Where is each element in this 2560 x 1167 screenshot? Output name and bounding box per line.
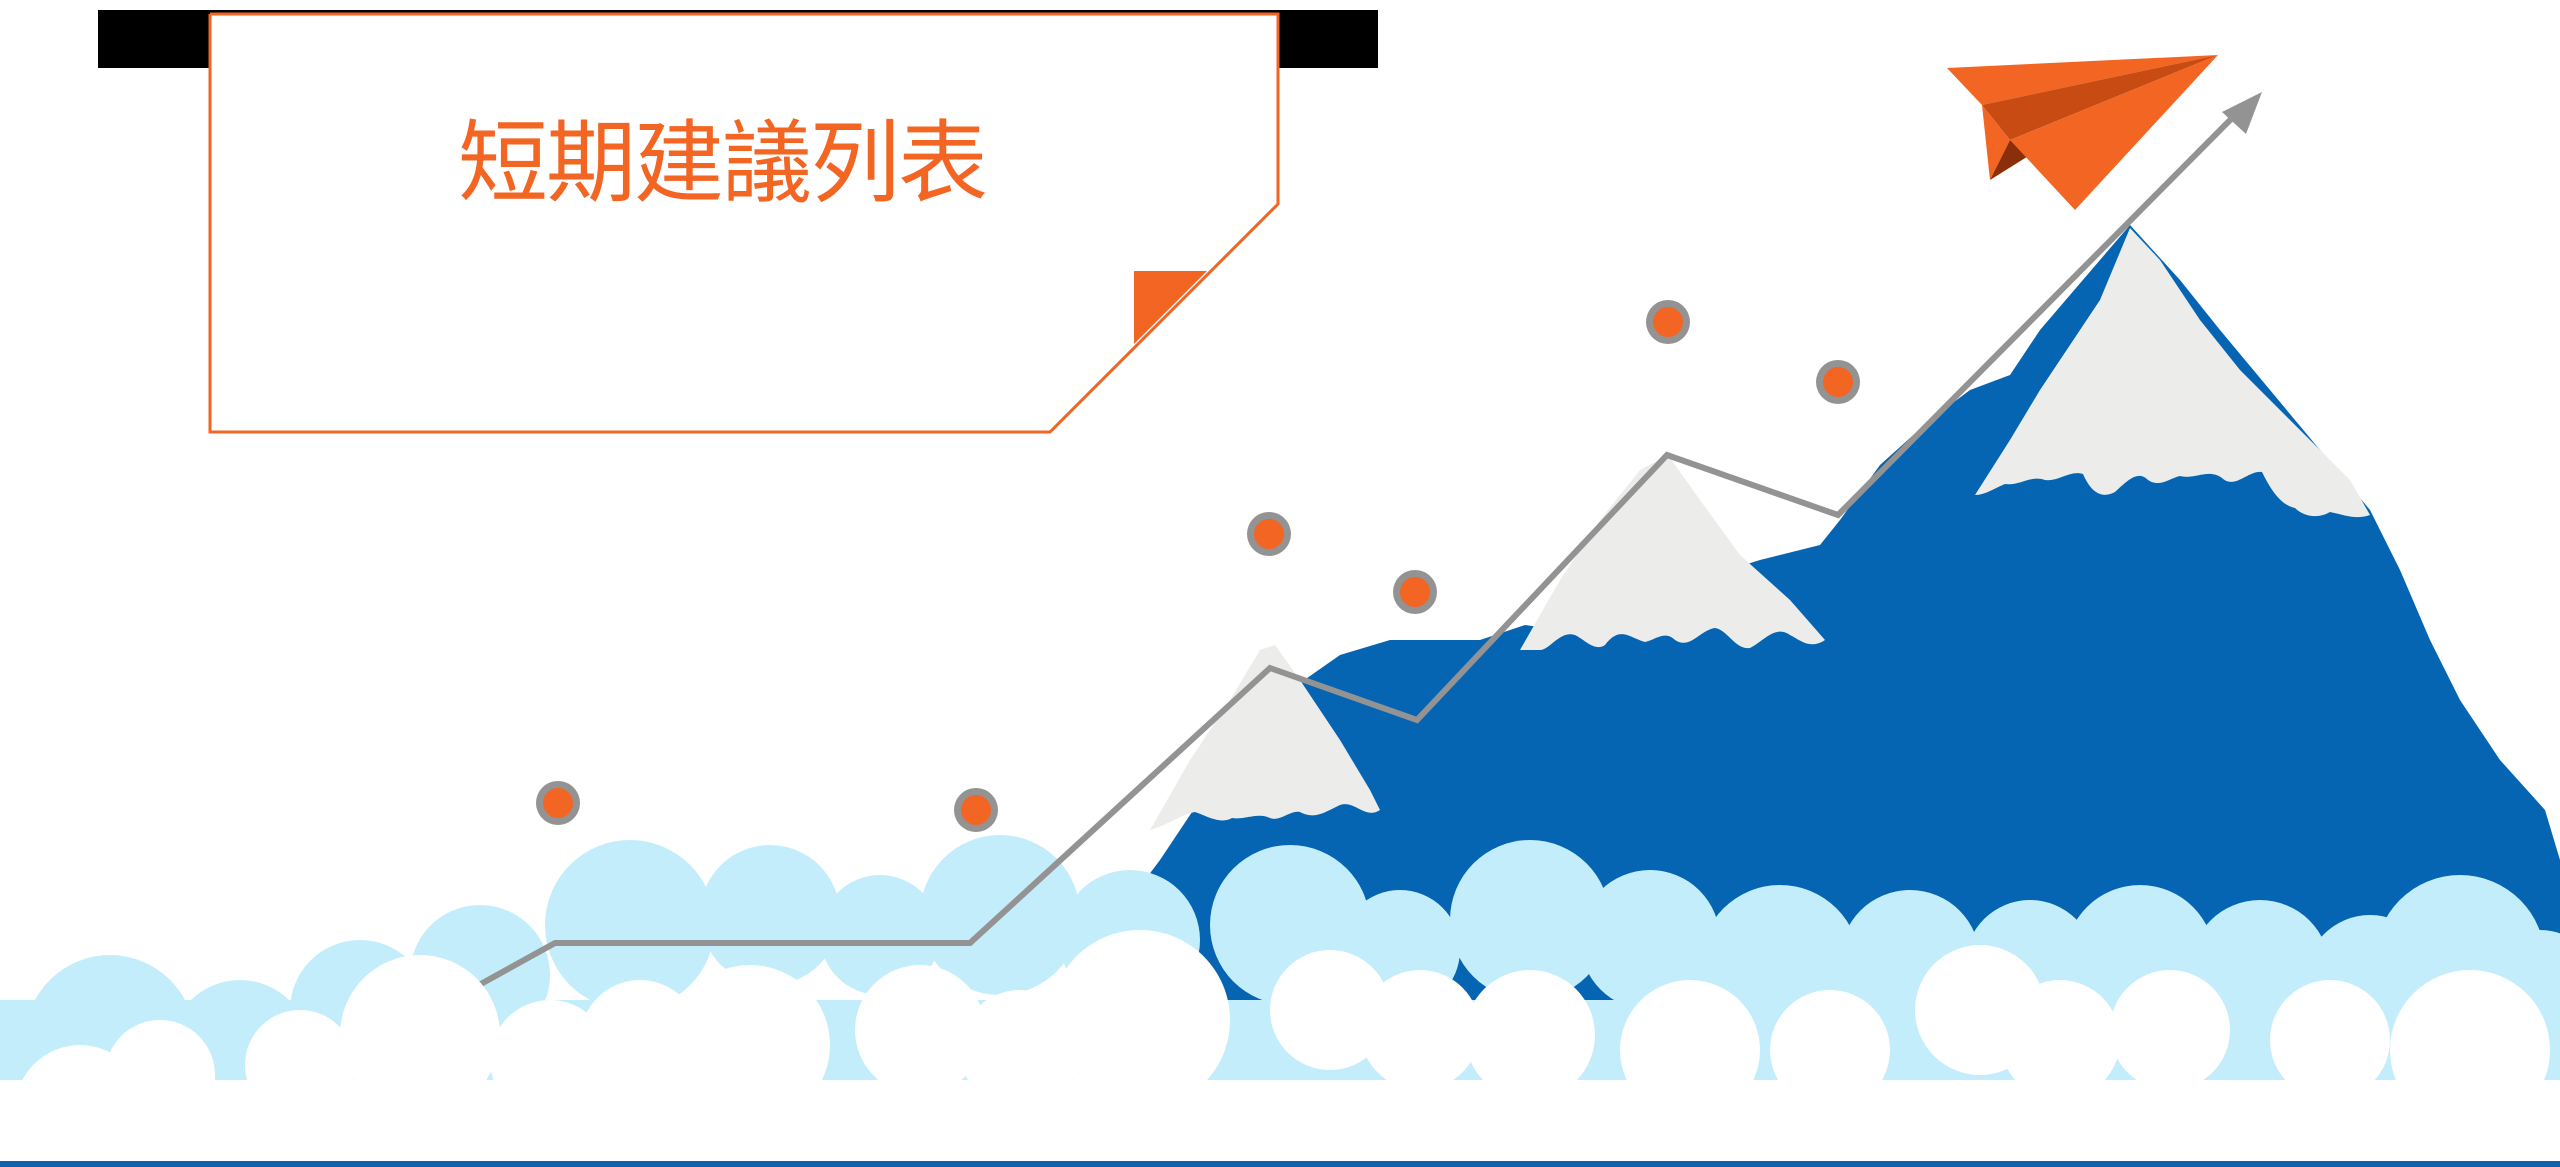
data-dot bbox=[1400, 577, 1430, 607]
data-dot bbox=[1823, 367, 1853, 397]
data-dot bbox=[1254, 519, 1284, 549]
growth-trend-line bbox=[468, 102, 2248, 993]
page-title: 短期建議列表 bbox=[458, 111, 988, 216]
snow-cap-middle bbox=[1520, 455, 1825, 650]
data-dot bbox=[961, 795, 991, 825]
bottom-blue-line bbox=[0, 1161, 2560, 1167]
paper-plane-icon bbox=[1947, 55, 2218, 210]
data-dot bbox=[1653, 307, 1683, 337]
data-dot bbox=[543, 788, 573, 818]
snow-cap-small bbox=[1150, 645, 1380, 830]
snow-cap-large bbox=[1975, 228, 2370, 518]
data-points bbox=[536, 300, 1860, 832]
title-frame-corner-fold bbox=[1134, 271, 1207, 344]
clouds-front bbox=[0, 930, 2560, 1167]
arrow-icon bbox=[2222, 92, 2262, 134]
